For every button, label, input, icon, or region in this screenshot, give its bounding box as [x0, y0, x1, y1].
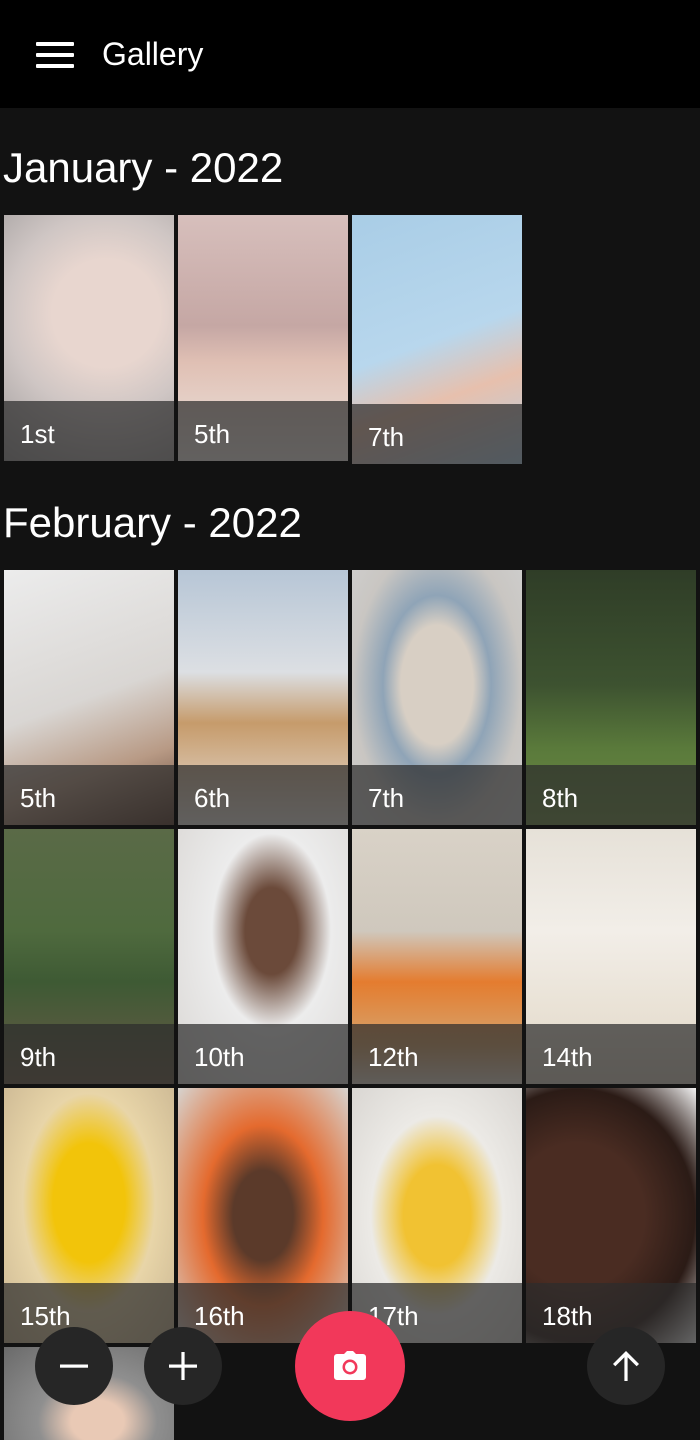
photo-date-label: 6th [194, 783, 230, 813]
photo-date-label: 12th [368, 1042, 419, 1072]
photo-tile[interactable]: 1st [4, 215, 174, 461]
photo-tile[interactable]: 15th [4, 1088, 174, 1343]
app-title: Gallery [102, 34, 203, 74]
app-bar: Gallery [0, 0, 700, 108]
photo-date-label: 15th [20, 1301, 71, 1331]
photo-date-label: 7th [368, 422, 404, 452]
photo-date-label: 16th [194, 1301, 245, 1331]
photo-date-label: 5th [20, 783, 56, 813]
photo-tile[interactable]: 16th [178, 1088, 348, 1343]
photo-date-label: 9th [20, 1042, 56, 1072]
scroll-to-top-button[interactable] [587, 1327, 665, 1405]
photo-date-label: 10th [194, 1042, 245, 1072]
photo-tile[interactable]: 12th [352, 829, 522, 1084]
photo-tile[interactable]: 17th [352, 1088, 522, 1343]
photo-tile[interactable]: 7th [352, 215, 522, 464]
section-title-february: February - 2022 [3, 499, 302, 547]
zoom-in-button[interactable] [144, 1327, 222, 1405]
minus-icon [57, 1349, 91, 1383]
camera-icon [333, 1351, 367, 1381]
photo-date-label: 18th [542, 1301, 593, 1331]
camera-button[interactable] [295, 1311, 405, 1421]
photo-tile[interactable]: 6th [178, 570, 348, 825]
menu-icon[interactable] [36, 42, 74, 68]
photo-tile[interactable]: 10th [178, 829, 348, 1084]
photo-tile[interactable]: 5th [4, 570, 174, 825]
photo-tile[interactable]: 7th [352, 570, 522, 825]
arrow-up-icon [609, 1348, 643, 1384]
photo-tile[interactable]: 8th [526, 570, 696, 825]
plus-icon [166, 1349, 200, 1383]
photo-date-label: 5th [194, 419, 230, 449]
photo-date-label: 14th [542, 1042, 593, 1072]
photo-date-label: 7th [368, 783, 404, 813]
photo-date-label: 1st [20, 419, 55, 449]
photo-tile[interactable]: 5th [178, 215, 348, 461]
zoom-out-button[interactable] [35, 1327, 113, 1405]
section-title-january: January - 2022 [3, 144, 283, 192]
photo-tile[interactable]: 18th [526, 1088, 696, 1343]
photo-date-label: 8th [542, 783, 578, 813]
photo-tile[interactable]: 14th [526, 829, 696, 1084]
photo-tile[interactable]: 9th [4, 829, 174, 1084]
